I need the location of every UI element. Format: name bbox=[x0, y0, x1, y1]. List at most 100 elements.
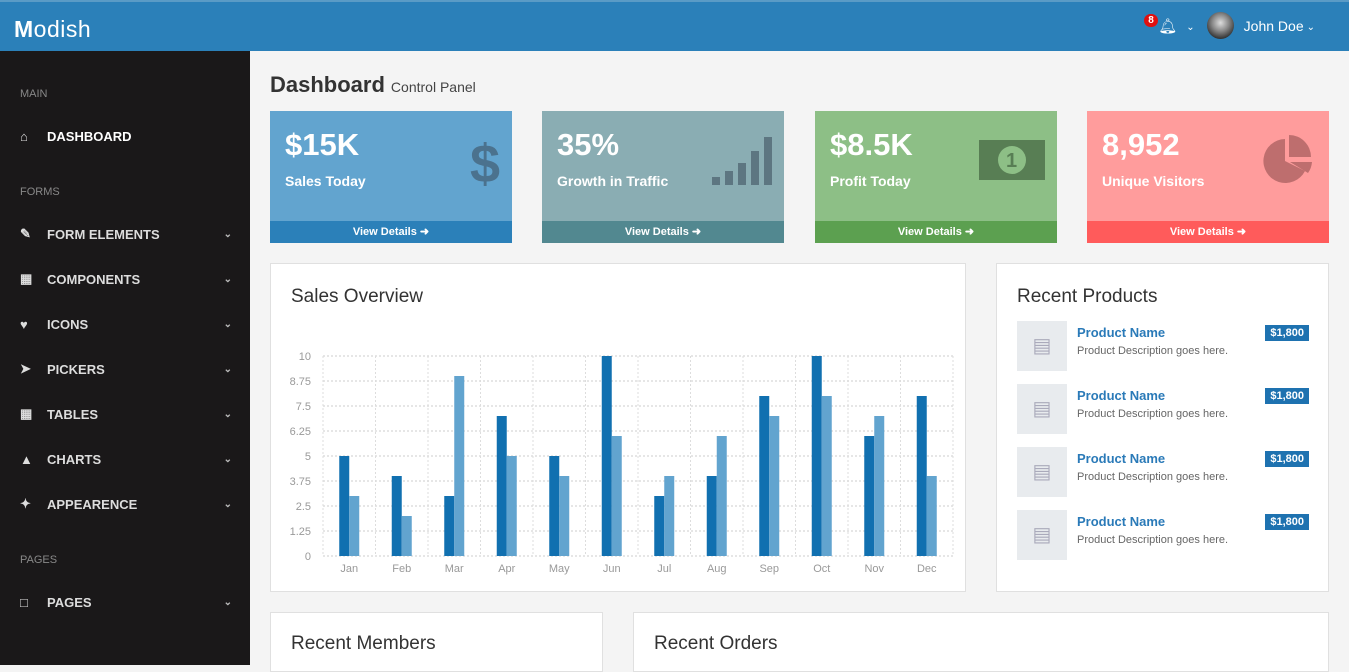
price-badge: $1,800 bbox=[1265, 514, 1309, 530]
stat-card-profit: $8.5K Profit Today 1 View Details ➜ bbox=[815, 111, 1057, 243]
product-item[interactable]: ▤ Product Name Product Description goes … bbox=[1017, 447, 1309, 497]
stat-card-traffic: 35% Growth in Traffic View Details ➜ bbox=[542, 111, 784, 243]
bar bbox=[349, 496, 360, 556]
x-tick-label: Aug bbox=[707, 563, 727, 575]
notification-badge: 8 bbox=[1144, 13, 1158, 27]
page-subtitle: Control Panel bbox=[390, 79, 476, 95]
recent-orders-panel: Recent Orders bbox=[633, 612, 1329, 672]
panel-title: Recent Members bbox=[291, 633, 436, 654]
product-name[interactable]: Product Name bbox=[1077, 451, 1166, 466]
x-tick-label: Jun bbox=[603, 563, 621, 575]
price-badge: $1,800 bbox=[1265, 325, 1309, 341]
dollar-icon: $ bbox=[469, 134, 500, 194]
bar bbox=[401, 516, 412, 556]
y-tick-label: 5 bbox=[305, 451, 311, 463]
stat-card-sales: $15K Sales Today $ View Details ➜ bbox=[270, 111, 512, 243]
sidebar-item-charts[interactable]: ▲ CHARTS ⌄ bbox=[20, 451, 232, 467]
product-description: Product Description goes here. bbox=[1077, 408, 1229, 420]
user-name[interactable]: John Doe bbox=[1243, 17, 1304, 34]
sidebar-item-form-elements[interactable]: ✎ FORM ELEMENTS ⌄ bbox=[20, 226, 232, 242]
section-pages: PAGES bbox=[20, 554, 58, 566]
table-icon: ▦ bbox=[20, 406, 33, 421]
y-tick-label: 2.5 bbox=[296, 501, 311, 513]
y-tick-label: 0 bbox=[305, 551, 311, 563]
view-details-link[interactable]: View Details ➜ bbox=[542, 221, 784, 243]
y-tick-label: 7.5 bbox=[296, 401, 311, 413]
x-tick-label: Jul bbox=[657, 563, 671, 575]
product-item[interactable]: ▤ Product Name Product Description goes … bbox=[1017, 321, 1309, 371]
x-tick-label: Apr bbox=[498, 563, 515, 575]
signal-icon bbox=[712, 133, 772, 200]
notifications-button[interactable]: 8 🔔︎ bbox=[1144, 13, 1178, 35]
product-name[interactable]: Product Name bbox=[1077, 388, 1166, 403]
bar bbox=[874, 416, 885, 556]
sales-chart: 0 1.25 2.5 3.75 5 6.25 7.5 8.75 10 Jan Feb Mar Apr Ma… bbox=[290, 351, 954, 575]
bar bbox=[601, 356, 612, 556]
y-tick-label: 6.25 bbox=[290, 426, 311, 438]
product-description: Product Description goes here. bbox=[1077, 471, 1229, 483]
product-item[interactable]: ▤ Product Name Product Description goes … bbox=[1017, 510, 1309, 560]
grid-icon: ▦ bbox=[20, 271, 33, 286]
bar bbox=[444, 496, 455, 556]
price-badge: $1,800 bbox=[1265, 388, 1309, 404]
chevron-down-icon[interactable]: ⌄ bbox=[1306, 21, 1315, 33]
svg-text:1: 1 bbox=[1006, 150, 1017, 172]
y-tick-label: 1.25 bbox=[290, 526, 311, 538]
x-tick-label: Jan bbox=[340, 563, 358, 575]
bar bbox=[821, 396, 832, 556]
bar bbox=[664, 476, 675, 556]
sidebar-item-tables[interactable]: ▦ TABLES ⌄ bbox=[20, 406, 232, 422]
bar bbox=[716, 436, 727, 556]
chevron-down-icon: ⌄ bbox=[223, 596, 232, 608]
product-item[interactable]: ▤ Product Name Product Description goes … bbox=[1017, 384, 1309, 434]
view-details-link[interactable]: View Details ➜ bbox=[815, 221, 1057, 243]
view-details-link[interactable]: View Details ➜ bbox=[1087, 221, 1329, 243]
avatar[interactable] bbox=[1206, 12, 1234, 39]
logo[interactable]: Modish bbox=[14, 16, 92, 42]
image-placeholder-icon: ▤ bbox=[1017, 510, 1067, 560]
page-title: Dashboard Control Panel bbox=[270, 72, 476, 97]
bar bbox=[916, 396, 927, 556]
sidebar-item-pickers[interactable]: ➤ PICKERS ⌄ bbox=[20, 361, 232, 377]
product-name[interactable]: Product Name bbox=[1077, 514, 1166, 529]
chevron-down-icon: ⌄ bbox=[223, 318, 232, 330]
sidebar-item-pages[interactable]: □ PAGES ⌄ bbox=[20, 594, 232, 610]
panel-title: Sales Overview bbox=[291, 286, 423, 307]
y-tick-label: 8.75 bbox=[290, 376, 311, 388]
sidebar: MAIN ⌂ DASHBOARD FORMS ✎ FORM ELEMENTS ⌄ ▦ C… bbox=[0, 51, 250, 665]
bar bbox=[549, 456, 560, 556]
pencil-icon: ✎ bbox=[20, 226, 31, 241]
bar bbox=[926, 476, 937, 556]
bar bbox=[506, 456, 517, 556]
bar bbox=[559, 476, 570, 556]
bar bbox=[811, 356, 822, 556]
bell-icon: 🔔︎ bbox=[1158, 17, 1178, 35]
bar bbox=[391, 476, 402, 556]
bar bbox=[339, 456, 350, 556]
panel-title: Recent Orders bbox=[654, 633, 778, 654]
x-tick-label: Dec bbox=[917, 563, 937, 575]
view-details-link[interactable]: View Details ➜ bbox=[270, 221, 512, 243]
image-placeholder-icon: ▤ bbox=[1017, 321, 1067, 371]
sidebar-item-icons[interactable]: ♥ ICONS ⌄ bbox=[20, 316, 232, 332]
stat-card-visitors: 8,952 Unique Visitors View Details ➜ bbox=[1087, 111, 1329, 243]
home-icon: ⌂ bbox=[20, 128, 28, 144]
sidebar-item-appearence[interactable]: ✦ APPEARENCE ⌄ bbox=[20, 496, 232, 512]
chevron-down-icon: ⌄ bbox=[223, 228, 232, 240]
money-icon: 1 bbox=[979, 133, 1045, 195]
chevron-down-icon[interactable]: ⌄ bbox=[1186, 21, 1195, 33]
pointer-icon: ➤ bbox=[20, 361, 31, 376]
chevron-down-icon: ⌄ bbox=[223, 363, 232, 375]
x-tick-label: May bbox=[549, 563, 570, 575]
product-name[interactable]: Product Name bbox=[1077, 325, 1166, 340]
x-tick-label: Mar bbox=[445, 563, 464, 575]
bar bbox=[769, 416, 780, 556]
image-placeholder-icon: ▤ bbox=[1017, 384, 1067, 434]
magic-wand-icon: ✦ bbox=[20, 496, 31, 511]
x-tick-label: Oct bbox=[813, 563, 830, 575]
image-placeholder-icon: ▤ bbox=[1017, 447, 1067, 497]
chevron-down-icon: ⌄ bbox=[223, 273, 232, 285]
sidebar-item-components[interactable]: ▦ COMPONENTS ⌄ bbox=[20, 271, 232, 287]
chevron-down-icon: ⌄ bbox=[223, 408, 232, 420]
sidebar-item-dashboard[interactable]: ⌂ DASHBOARD bbox=[20, 128, 132, 144]
